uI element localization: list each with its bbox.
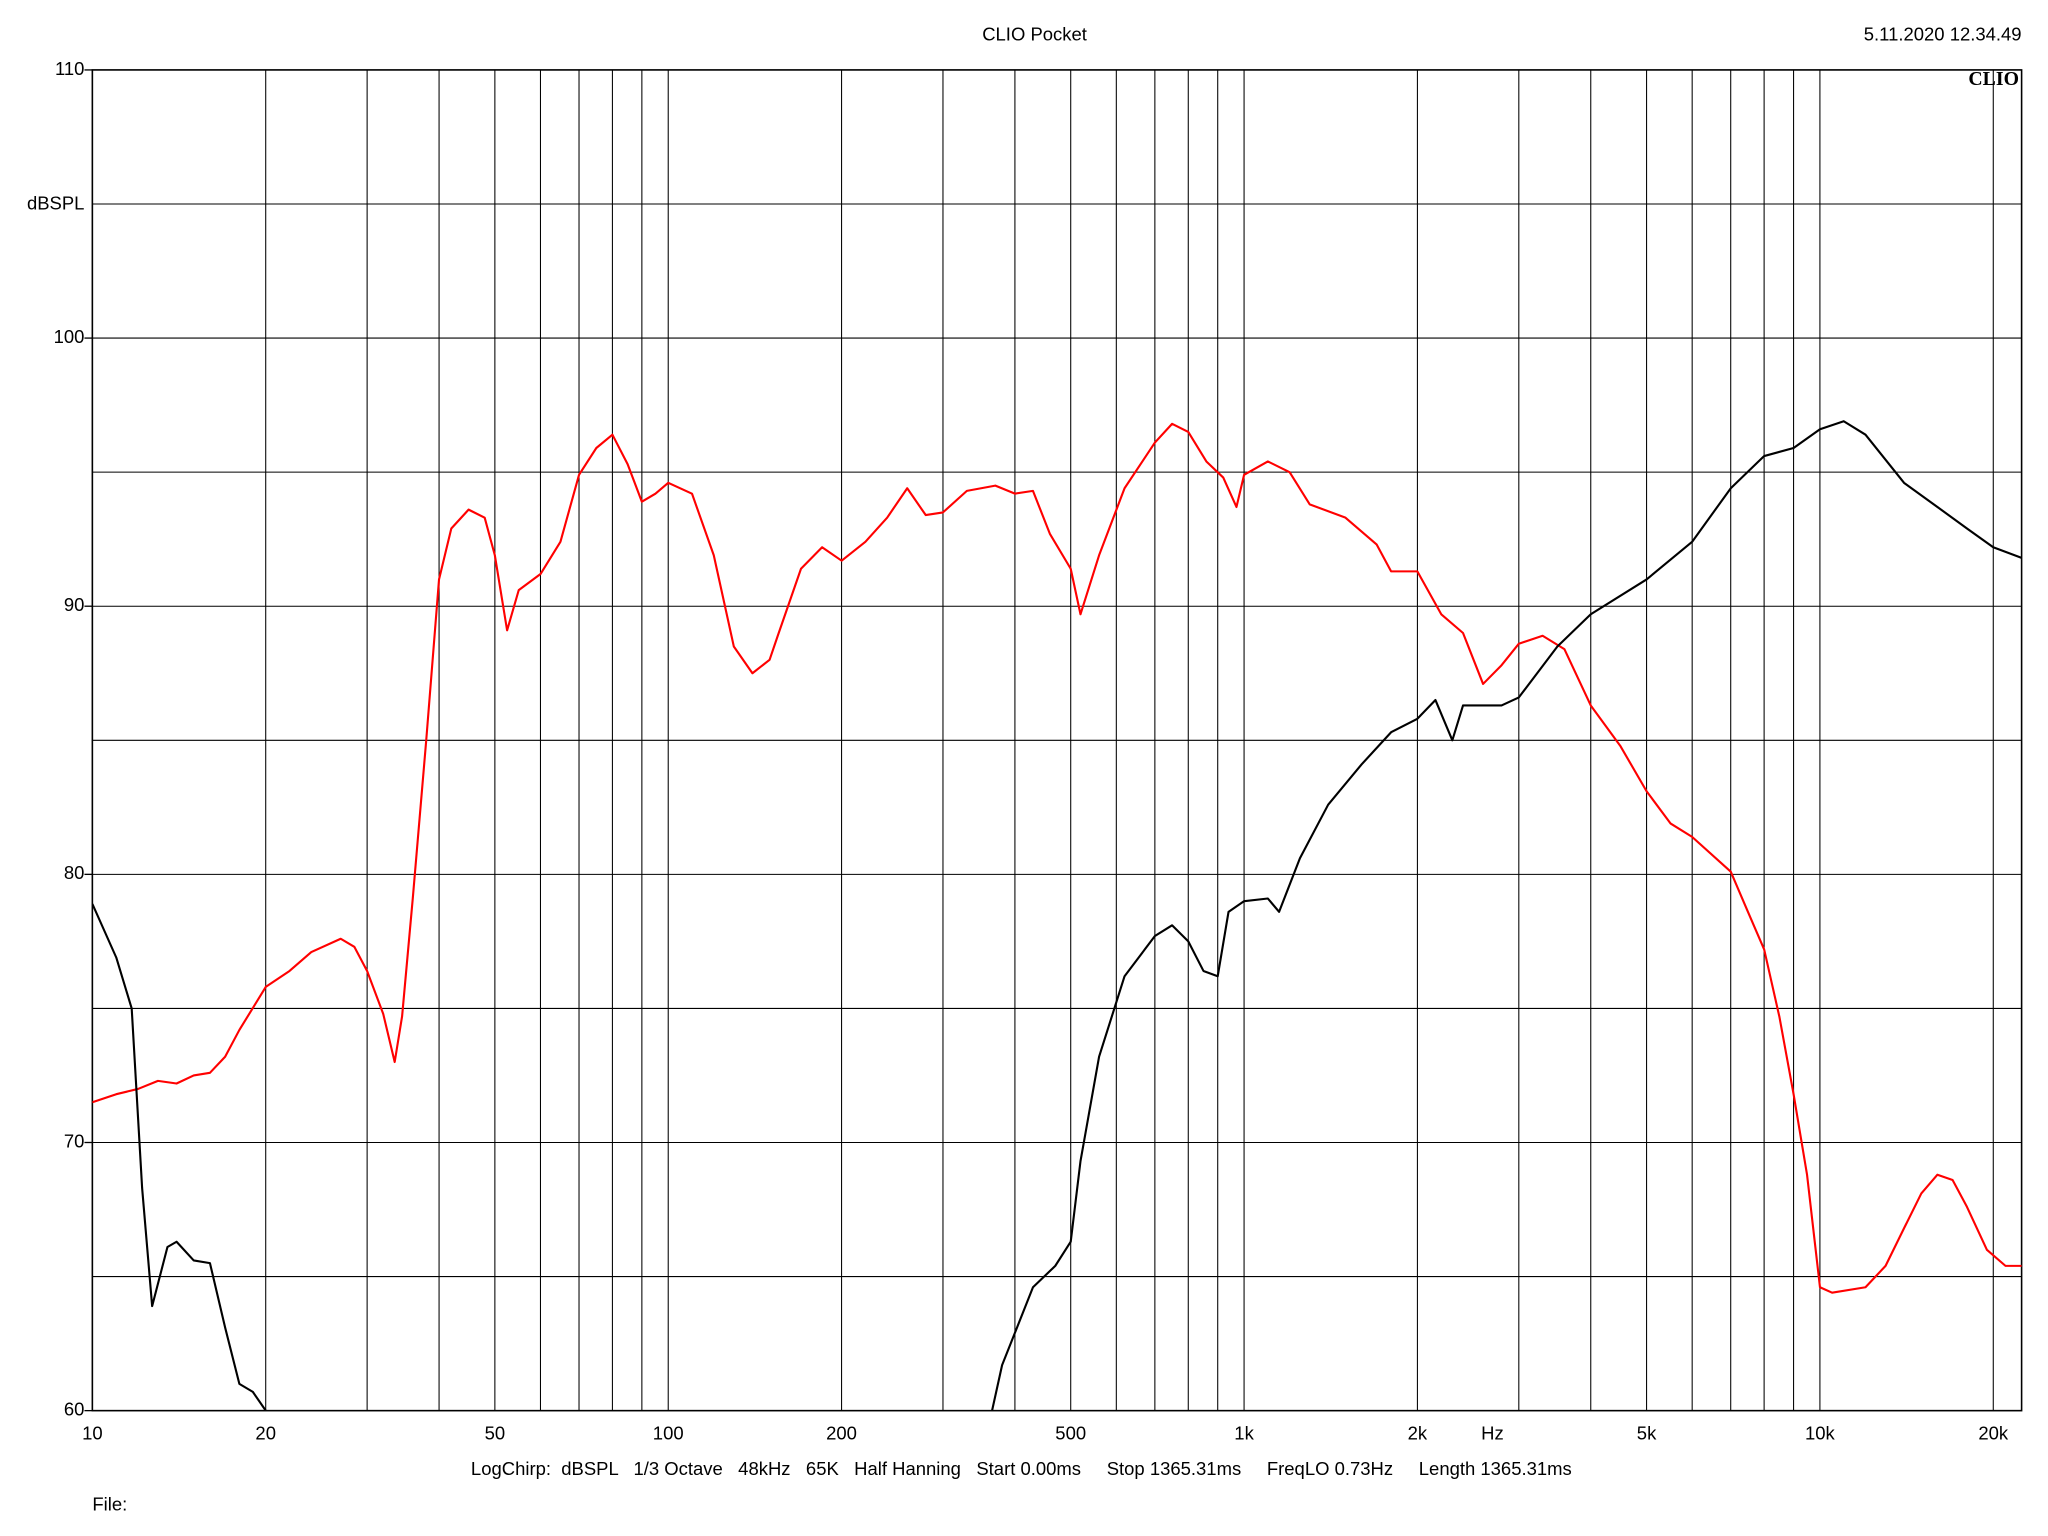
settings-line: LogChirp: dBSPL 1/3 Octave 48kHz 65K Hal… — [471, 1458, 1572, 1479]
x-tick-label: 200 — [826, 1422, 857, 1443]
y-tick-label: 80 — [64, 862, 85, 883]
y-axis-label: dBSPL — [27, 192, 85, 213]
x-tick-label: 50 — [485, 1422, 506, 1443]
x-axis-label: Hz — [1481, 1422, 1504, 1443]
y-tick-label: 60 — [64, 1399, 85, 1420]
plot-frame — [91, 69, 2023, 1412]
series-line — [92, 420, 2022, 1411]
y-tick-label: 110 — [55, 58, 84, 79]
timestamp: 5.11.2020 12.34.49 — [1864, 24, 2022, 45]
series-line — [92, 422, 2022, 1294]
y-tick-label: 70 — [64, 1130, 85, 1151]
y-tick-label: 100 — [54, 326, 85, 347]
x-tick-label: 10k — [1805, 1422, 1836, 1443]
x-tick-label: 100 — [653, 1422, 684, 1443]
x-tick-label: 20k — [1978, 1422, 2009, 1443]
x-tick-label: 10 — [82, 1422, 103, 1443]
x-tick-label: 500 — [1055, 1422, 1086, 1443]
x-tick-label: 1k — [1234, 1422, 1254, 1443]
file-label: File: — [92, 1494, 127, 1515]
x-tick-label: 5k — [1637, 1422, 1657, 1443]
y-tick-label: 90 — [64, 594, 85, 615]
x-tick-label: 2k — [1408, 1422, 1428, 1443]
x-tick-label: 20 — [255, 1422, 276, 1443]
chart-title: CLIO Pocket — [982, 24, 1087, 45]
